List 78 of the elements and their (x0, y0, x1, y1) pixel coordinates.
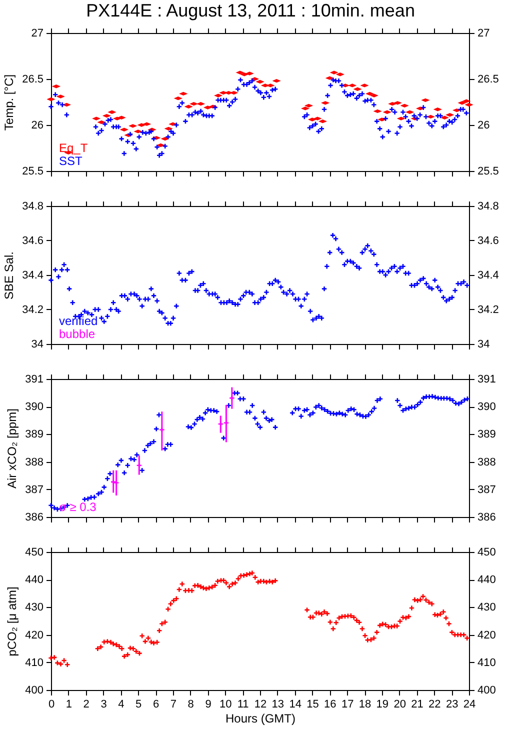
chart-title: PX144E : August 13, 2011 : 10min. mean (86, 0, 415, 20)
x-tick-label: 24 (463, 698, 476, 710)
y-axis-title: pCO₂ [μ atm] (5, 586, 20, 656)
y2-tick-label: 26.5 (478, 74, 499, 86)
y2-tick-label: 34.6 (478, 235, 499, 247)
y2-tick-label: 391 (478, 374, 496, 386)
x-tick-label: 11 (237, 698, 249, 710)
legend-label: bubble (59, 327, 96, 341)
y2-tick-label: 400 (478, 684, 496, 696)
y2-tick-label: 410 (478, 656, 496, 669)
x-tick-label: 2 (83, 698, 90, 710)
y2-tick-label: 386 (478, 512, 496, 524)
y-tick-label: 387 (25, 484, 44, 496)
y-tick-label: 34.6 (22, 235, 44, 247)
x-tick-label: 22 (428, 698, 441, 710)
x-tick-label: 3 (100, 698, 107, 710)
x-tick-label: 12 (254, 698, 267, 710)
x-axis-title: Hours (GMT) (226, 712, 296, 726)
y2-tick-label: 420 (478, 629, 496, 642)
y-tick-label: 26 (31, 120, 44, 132)
y2-tick-label: 34.2 (478, 304, 499, 316)
x-tick-label: 21 (411, 698, 424, 710)
y-tick-label: 34.2 (22, 304, 44, 316)
x-tick-label: 7 (170, 698, 176, 710)
y2-tick-label: 387 (478, 484, 496, 496)
y2-tick-label: 389 (478, 428, 496, 441)
y2-tick-label: 25.5 (478, 166, 499, 178)
y2-tick-label: 388 (478, 456, 496, 468)
y-tick-label: 389 (25, 428, 44, 441)
y-axis-title: Temp. [°C] (2, 74, 16, 131)
y2-tick-label: 34.8 (478, 200, 499, 212)
text: SST (59, 154, 84, 168)
x-tick-label: 15 (306, 698, 319, 710)
y2-tick-label: 430 (478, 602, 496, 614)
y-tick-label: 440 (25, 574, 44, 586)
y-tick-label: 391 (25, 374, 44, 386)
y2-tick-label: 26 (478, 120, 490, 132)
y-tick-label: 388 (25, 456, 44, 468)
y-tick-label: 420 (25, 629, 44, 642)
series-label: Eq_T (59, 141, 88, 155)
x-tick-label: 6 (152, 698, 160, 710)
y-tick-label: 25.5 (22, 166, 44, 178)
x-tick-label: 18 (358, 698, 372, 710)
y2-tick-label: 390 (478, 401, 496, 414)
x-tick-label: 1 (66, 698, 72, 710)
y2-tick-label: 440 (478, 574, 496, 586)
y2-tick-label: 34.4 (478, 270, 499, 282)
y-tick-label: 430 (25, 602, 44, 614)
y-axis-title: Air xCO₂ [ppm] (5, 408, 20, 489)
x-tick-label: 8 (188, 698, 194, 710)
y-tick-label: 410 (25, 656, 44, 669)
y-tick-label: 386 (25, 512, 44, 524)
x-tick-label: 16 (324, 698, 336, 710)
x-tick-label: 19 (376, 698, 389, 710)
y-tick-label: 390 (25, 401, 44, 414)
y-tick-label: 34.4 (22, 270, 44, 282)
y-tick-label: 26.5 (22, 74, 44, 86)
x-tick-label: 14 (289, 698, 302, 710)
x-tick-label: 9 (205, 698, 212, 710)
x-tick-label: 17 (341, 698, 354, 710)
y2-tick-label: 27 (478, 28, 490, 40)
series-label: σ ≥ 0.3 (59, 500, 97, 514)
y-tick-label: 400 (25, 684, 44, 696)
x-tick-label: 5 (136, 698, 142, 710)
y-axis-title: SBE Sal. (2, 251, 16, 300)
y2-tick-label: 34 (478, 338, 490, 350)
x-tick-label: 10 (220, 698, 232, 710)
y-tick-label: 450 (25, 546, 44, 558)
x-tick-label: 0 (48, 698, 55, 710)
y-tick-label: 27 (31, 28, 44, 40)
y-tick-label: 34 (31, 338, 44, 350)
y-tick-label: 34.8 (22, 200, 44, 212)
x-tick-label: 20 (394, 698, 406, 710)
x-tick-label: 13 (272, 698, 284, 710)
series-label: verified (59, 314, 98, 328)
x-tick-label: 23 (446, 698, 458, 710)
y2-tick-label: 450 (478, 546, 496, 558)
x-tick-label: 4 (118, 698, 124, 710)
